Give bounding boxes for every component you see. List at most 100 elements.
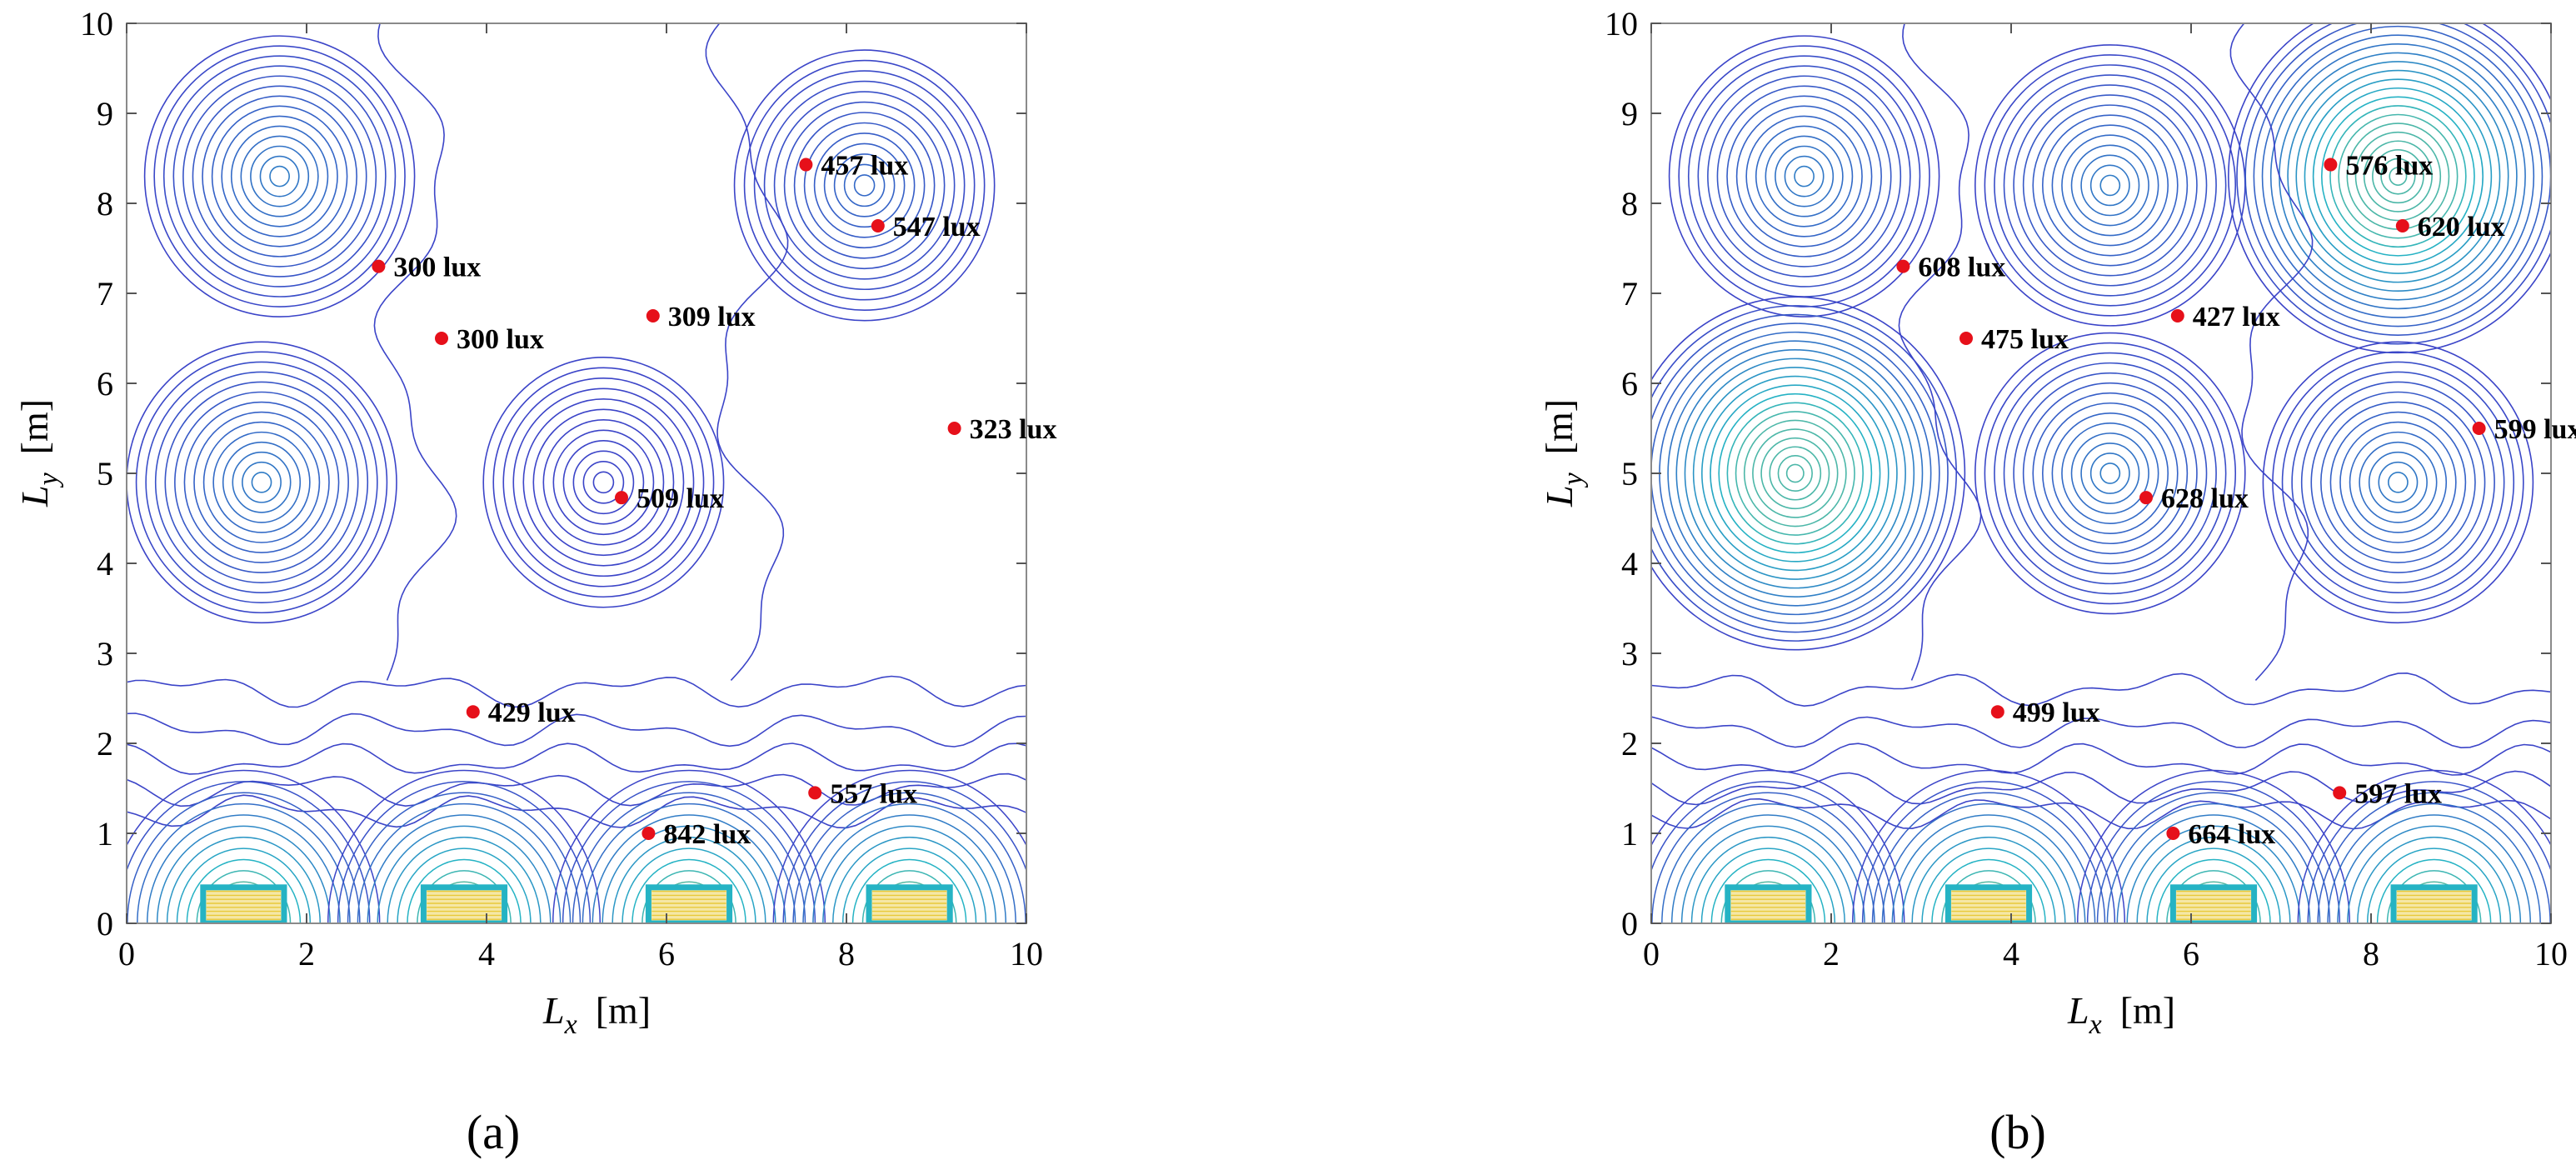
contour-line [1784, 155, 1825, 198]
contour-line [832, 837, 987, 923]
contour-line [2378, 461, 2419, 503]
contour-line [733, 49, 996, 322]
luminaire [1725, 884, 1812, 923]
contour-line [2376, 858, 2492, 923]
contour-line [1651, 781, 1895, 923]
contour-line [1994, 64, 2227, 307]
contour-line [843, 163, 886, 208]
measurement-point [2166, 827, 2180, 840]
contour-line [2086, 781, 2341, 923]
y-tick-label: 8 [97, 185, 113, 222]
measurement-point [1990, 705, 2004, 719]
contour-line [2099, 174, 2121, 197]
luminaire [1944, 884, 2033, 923]
illuminance-label: 457 lux [821, 151, 908, 182]
contour-line [183, 401, 340, 563]
contour-line [259, 155, 300, 198]
contour-line [269, 165, 290, 188]
contour-line [823, 142, 906, 228]
contour-line [1911, 837, 2066, 923]
contour-line [1755, 125, 1854, 228]
contour-line [2320, 401, 2476, 563]
contour-line [562, 440, 645, 525]
contour-line [1974, 332, 2246, 615]
luminaire [866, 884, 953, 923]
contour-line [1735, 105, 1873, 248]
contour-line [2388, 471, 2409, 493]
y-tick-label: 6 [97, 365, 113, 402]
measurement-point [435, 332, 448, 345]
contour-line [1745, 115, 1863, 238]
contour-line [2320, 96, 2475, 257]
y-tick-label: 10 [1605, 5, 1638, 42]
contour-line [2042, 114, 2179, 257]
measurement-point [615, 491, 628, 505]
contour-line [127, 794, 1026, 829]
contour-line [2307, 781, 2551, 923]
illuminance-label: 547 lux [893, 212, 981, 242]
contour-line [592, 471, 615, 494]
illuminance-label: 499 lux [2013, 698, 2100, 728]
illuminance-label: 557 lux [830, 778, 917, 809]
contour-line [182, 75, 377, 278]
contour-line [127, 742, 1026, 775]
illuminance-label: 599 lux [2494, 414, 2576, 445]
contour-line [2089, 452, 2130, 494]
illuminance-label: 576 lux [2345, 151, 2433, 182]
measurement-point [1896, 259, 1910, 273]
contour-line [2061, 422, 2159, 524]
contour-line [1984, 342, 2237, 605]
contour-line [2061, 134, 2159, 237]
y-tick-label: 7 [97, 275, 113, 312]
contour-line [1651, 798, 2551, 830]
illuminance-label: 597 lux [2354, 778, 2442, 809]
luminaire-fill [2394, 887, 2475, 923]
contour-line [803, 122, 926, 249]
contour-line [1720, 870, 1816, 923]
luminaire [420, 884, 508, 923]
contour-line [127, 781, 371, 923]
y-tick-label: 10 [80, 5, 113, 42]
contour-line [196, 870, 292, 923]
contour-line [1974, 44, 2246, 327]
contour-line [2042, 402, 2179, 545]
x-tick-label: 0 [1643, 935, 1660, 972]
contour-line [193, 411, 330, 553]
contour-line [417, 870, 512, 923]
y-tick-label: 5 [1621, 455, 1638, 492]
contour-line [522, 398, 685, 567]
measurement-point [2170, 309, 2184, 322]
contour-line [1984, 54, 2237, 317]
contour-line [147, 814, 341, 923]
contour-line [2312, 87, 2484, 266]
illuminance-label: 608 lux [1918, 252, 2005, 283]
contour-line [2236, 23, 2551, 345]
contour-line [1710, 384, 1881, 562]
contour-line [2228, 23, 2551, 354]
contour-line [2339, 421, 2457, 543]
contour-line [153, 45, 406, 308]
y-tick-label: 2 [97, 725, 113, 762]
luminaire-fill [202, 887, 284, 923]
luminaire-fill [423, 887, 505, 923]
luminaire-fill [1727, 887, 1809, 923]
y-tick-label: 0 [1621, 905, 1638, 942]
contour-line [2337, 814, 2531, 923]
contour-line [2357, 837, 2512, 923]
illuminance-label: 842 lux [663, 819, 751, 850]
contour-line [143, 35, 416, 318]
illuminance-label: 509 lux [637, 483, 724, 514]
measurement-point [871, 219, 885, 232]
contour-line [2013, 84, 2208, 287]
contour-line [502, 378, 705, 588]
contour-line [2262, 341, 2534, 624]
contour-line [407, 858, 522, 923]
luminaire-fill [2173, 887, 2254, 923]
contour-line [251, 471, 272, 493]
y-tick-label: 0 [97, 905, 113, 942]
contour-line [2295, 69, 2501, 283]
x-tick-label: 2 [1823, 935, 1840, 972]
contour-plot-b: 0 2 4 6 8 10 0 1 2 3 4 5 6 7 8 9 10 Lx [m] Ly[m] 576 lux 620 … [1538, 5, 2576, 1159]
contour-line [532, 408, 675, 557]
y-tick-label: 5 [97, 455, 113, 492]
